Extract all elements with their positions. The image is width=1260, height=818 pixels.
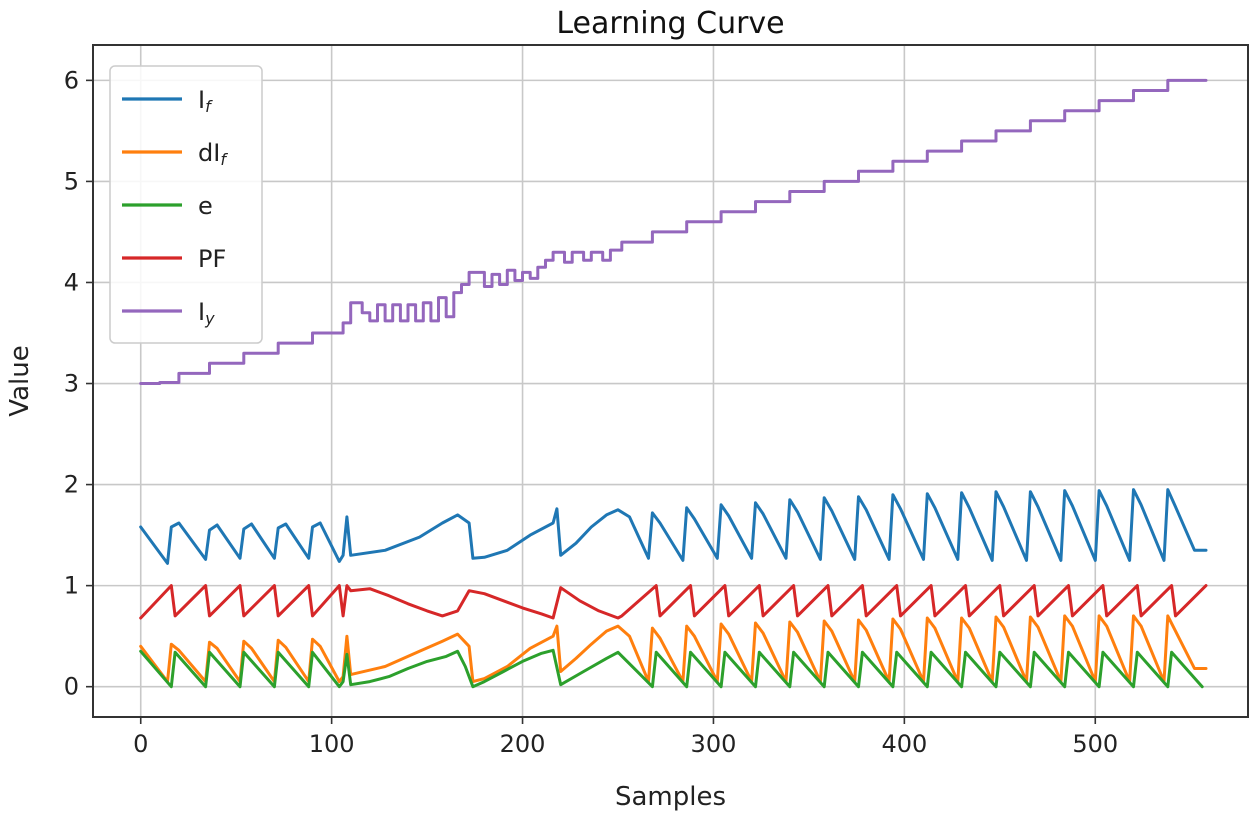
legend-label: Iy xyxy=(198,298,215,328)
x-axis-label: Samples xyxy=(615,782,726,812)
legend-label: dIf xyxy=(198,139,228,169)
legend: If dIf e PF Iy xyxy=(109,65,263,344)
y-tick-label: 5 xyxy=(64,167,79,195)
x-tick-label: 300 xyxy=(691,730,737,758)
series-line-e xyxy=(139,648,1204,689)
y-tick-label: 2 xyxy=(64,471,79,499)
legend-label: If xyxy=(198,86,213,116)
y-tick-label: 3 xyxy=(64,370,79,398)
grid-layer xyxy=(93,45,1248,717)
plot-frame xyxy=(92,44,1249,718)
y-tick-label: 1 xyxy=(64,572,79,600)
x-tick-label: 100 xyxy=(309,730,355,758)
y-tick-label: 6 xyxy=(64,66,79,94)
series-line-pf xyxy=(139,584,1208,620)
series-line-i-y xyxy=(139,78,1208,385)
x-tick-label: 0 xyxy=(133,730,148,758)
series-line-i-f xyxy=(139,488,1208,565)
tick-layer: 0 100 200 300 400 500 0 1 2 3 4 5 6 xyxy=(64,66,1118,758)
legend-box xyxy=(109,65,263,344)
chart-title: Learning Curve xyxy=(556,6,784,41)
y-axis-label: Value xyxy=(5,345,35,416)
x-tick-label: 200 xyxy=(500,730,546,758)
legend-label: e xyxy=(198,192,213,220)
x-tick-label: 500 xyxy=(1072,730,1118,758)
x-tick-label: 400 xyxy=(881,730,927,758)
y-tick-label: 0 xyxy=(64,673,79,701)
legend-label: PF xyxy=(198,245,226,273)
y-tick-label: 4 xyxy=(64,268,79,296)
series-layer xyxy=(139,78,1208,689)
